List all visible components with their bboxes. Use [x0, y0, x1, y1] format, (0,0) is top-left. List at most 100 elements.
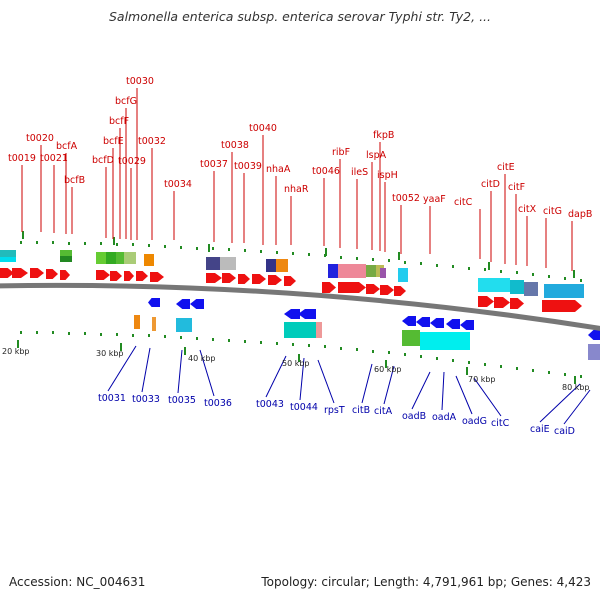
kbp-label: 80 kbp	[562, 383, 590, 392]
gene-domain-block	[366, 265, 376, 277]
tick-mark	[532, 273, 534, 276]
forward-gene-label: citE	[497, 162, 515, 173]
major-tick	[488, 262, 490, 270]
tick-mark	[68, 332, 70, 335]
genome-summary: Topology: circular; Length: 4,791,961 bp…	[261, 575, 591, 589]
forward-gene-label: t0039	[234, 161, 262, 172]
tick-mark	[308, 253, 310, 256]
forward-gene-arrow	[380, 285, 394, 295]
tick-mark	[420, 262, 422, 265]
forward-gene-label: t0037	[200, 159, 228, 170]
tick-mark	[580, 279, 582, 282]
tick-mark	[260, 250, 262, 253]
reverse-gene-label: citB	[352, 405, 370, 416]
tick-mark	[52, 241, 54, 244]
reverse-gene-label: t0043	[256, 399, 284, 410]
forward-gene-label: citX	[518, 204, 537, 215]
tick-marks	[17, 231, 582, 384]
leader-line	[411, 371, 431, 410]
gene-domain-block	[116, 252, 124, 264]
gene-domain-block	[402, 330, 420, 346]
gene-domain-block	[144, 254, 154, 266]
major-tick	[208, 244, 210, 252]
reverse-gene-label: t0033	[132, 394, 160, 405]
tick-mark	[580, 375, 582, 378]
tick-mark	[84, 332, 86, 335]
forward-gene-arrow	[268, 275, 282, 285]
reverse-gene-label: caiD	[554, 426, 575, 437]
tick-mark	[500, 365, 502, 368]
forward-gene-label: citG	[543, 206, 562, 217]
tick-mark	[148, 244, 150, 247]
tick-mark	[212, 247, 214, 250]
major-tick	[466, 367, 468, 375]
tick-mark	[452, 359, 454, 362]
tick-mark	[20, 241, 22, 244]
major-tick	[298, 354, 300, 362]
tick-mark	[132, 243, 134, 246]
tick-mark	[484, 363, 486, 366]
tick-mark	[100, 242, 102, 245]
forward-gene-label: citD	[481, 179, 500, 190]
tick-mark	[52, 331, 54, 334]
leader-line	[473, 377, 502, 417]
leader-line	[383, 365, 395, 405]
forward-gene-label: lspA	[366, 150, 387, 161]
reverse-gene-arrow	[416, 317, 430, 327]
leader-line	[539, 383, 581, 423]
tick-mark	[180, 246, 182, 249]
reverse-gene-arrow	[460, 320, 474, 330]
gene-domain-block	[96, 252, 106, 264]
reverse-gene-label: citA	[374, 406, 393, 417]
major-tick	[113, 237, 115, 245]
tick-mark	[68, 242, 70, 245]
tick-mark	[548, 275, 550, 278]
forward-gene-arrow	[394, 286, 406, 296]
leader-line	[199, 349, 215, 397]
kbp-scale: 20 kbp 30 kbp 40 kbp 50 kbp 60 kbp 70 kbp 80 k…	[2, 347, 590, 392]
forward-gene-arrow	[222, 273, 236, 283]
leader-line	[107, 345, 137, 392]
reverse-gene-label: t0035	[168, 395, 196, 406]
reverse-gene-arrow	[588, 330, 600, 340]
forward-gene-label: t0040	[249, 123, 277, 134]
gene-domain-block	[524, 282, 538, 296]
tick-mark	[260, 341, 262, 344]
tick-mark	[84, 242, 86, 245]
kbp-label: 60 kbp	[374, 365, 402, 374]
reverse-gene-label: t0044	[290, 402, 318, 413]
forward-gene-label: t0032	[138, 136, 166, 147]
gene-domain-block	[398, 268, 408, 282]
forward-gene-label: bcfD	[92, 155, 114, 166]
tick-mark	[372, 350, 374, 353]
tick-mark	[356, 257, 358, 260]
forward-gene-label: t0052	[392, 193, 420, 204]
tick-mark	[436, 357, 438, 360]
gene-domain-block	[176, 318, 192, 332]
forward-gene-label: nhaA	[266, 164, 291, 175]
tick-mark	[324, 345, 326, 348]
tick-mark	[196, 247, 198, 250]
forward-gene-arrow	[46, 269, 58, 279]
tick-mark	[500, 270, 502, 273]
forward-gene-label: ileS	[351, 167, 368, 178]
tick-mark	[484, 268, 486, 271]
forward-gene-arrow	[0, 268, 14, 278]
reverse-gene-label: t0031	[98, 393, 126, 404]
tick-mark	[340, 256, 342, 259]
tick-mark	[36, 241, 38, 244]
gene-domain-block	[380, 268, 386, 278]
tick-mark	[372, 258, 374, 261]
genome-backbone	[0, 282, 600, 331]
forward-gene-label: fkpB	[373, 130, 394, 141]
leader-line	[455, 375, 473, 415]
forward-gene-arrow	[12, 268, 28, 278]
gene-features	[0, 250, 600, 360]
tick-mark	[292, 343, 294, 346]
tick-mark	[36, 331, 38, 334]
forward-gene-arrow	[338, 282, 366, 293]
tick-mark	[276, 251, 278, 254]
reverse-gene-label: caiE	[530, 424, 550, 435]
accession-text: Accession: NC_004631	[9, 575, 146, 589]
forward-gene-arrow	[60, 270, 70, 280]
